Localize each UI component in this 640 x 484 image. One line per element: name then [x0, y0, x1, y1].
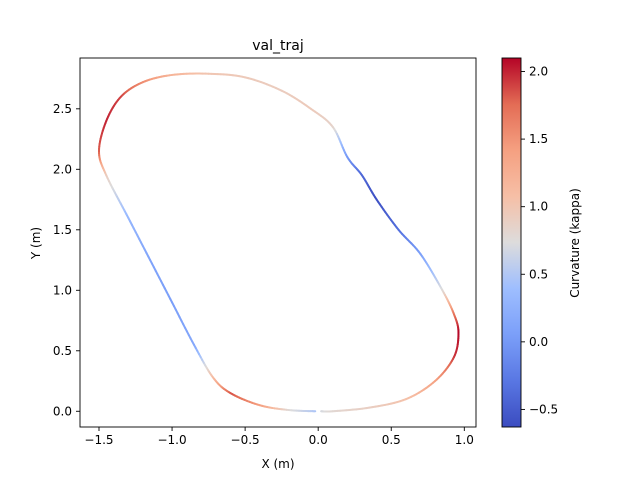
- x-tick-label: 1.0: [455, 433, 474, 447]
- y-axis-label: Y (m): [29, 227, 43, 260]
- x-tick-label: 0.0: [309, 433, 328, 447]
- colorbar-tick-label: −0.5: [529, 402, 558, 416]
- x-axis-label: X (m): [261, 457, 294, 471]
- x-tick-label: −1.0: [157, 433, 186, 447]
- x-tick-label: −1.5: [84, 433, 113, 447]
- y-tick-label: 2.0: [53, 162, 72, 176]
- colorbar-tick-label: 1.5: [529, 132, 548, 146]
- x-tick-label: 0.5: [382, 433, 401, 447]
- x-tick-label: −0.5: [231, 433, 260, 447]
- y-tick-label: 0.0: [53, 404, 72, 418]
- y-tick-label: 0.5: [53, 344, 72, 358]
- colorbar-label: Curvature (kappa): [568, 188, 582, 298]
- x-axis-ticks: −1.5 −1.0 −0.5 0.0 0.5 1.0: [84, 427, 473, 447]
- colorbar-tick-label: 0.0: [529, 335, 548, 349]
- colorbar: [502, 58, 521, 427]
- y-tick-label: 1.5: [53, 223, 72, 237]
- colorbar-ticks: −0.5 0.0 0.5 1.0 1.5 2.0: [521, 65, 558, 417]
- y-axis-ticks: 0.0 0.5 1.0 1.5 2.0 2.5: [53, 102, 80, 418]
- colorbar-tick-label: 2.0: [529, 65, 548, 79]
- colorbar-tick-label: 1.0: [529, 200, 548, 214]
- y-tick-label: 2.5: [53, 102, 72, 116]
- chart-title: val_traj: [252, 38, 303, 54]
- plot-area: [80, 58, 476, 427]
- y-tick-label: 1.0: [53, 283, 72, 297]
- colorbar-tick-label: 0.5: [529, 267, 548, 281]
